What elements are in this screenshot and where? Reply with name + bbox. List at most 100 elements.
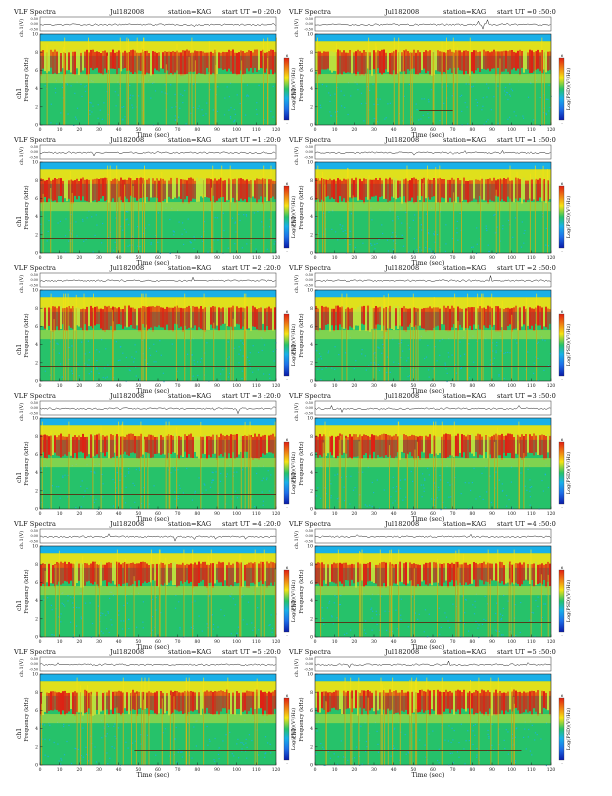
- sferic-core: [451, 436, 453, 509]
- noise-speck: [241, 370, 243, 372]
- noise-speck: [258, 629, 260, 631]
- noise-speck: [83, 496, 85, 498]
- colorbar-tick-label: -: [286, 761, 288, 766]
- sferic-streak: [256, 678, 258, 765]
- noise-speck: [453, 730, 455, 732]
- sferic-core: [375, 52, 376, 126]
- intense-strip: [268, 691, 270, 715]
- sferic-streak: [116, 165, 118, 253]
- noise-speck: [368, 732, 370, 734]
- sferic-streak: [509, 165, 511, 253]
- intense-strip: [210, 436, 212, 458]
- trace-frame: [314, 528, 552, 544]
- noise-speck: [209, 595, 211, 597]
- noise-speck: [424, 609, 427, 611]
- intense-strip: [240, 178, 242, 199]
- noise-speck: [384, 610, 386, 612]
- noise-speck: [220, 472, 222, 475]
- noise-speck: [268, 373, 270, 375]
- intense-strip: [128, 563, 130, 587]
- mid-strip: [459, 435, 461, 453]
- noise-speck: [374, 248, 376, 250]
- sferic-core: [58, 564, 60, 637]
- intense-strip: [425, 562, 427, 585]
- noise-speck: [64, 605, 66, 607]
- mid-strip: [523, 177, 525, 200]
- noise-speck: [464, 612, 466, 614]
- intense-strip: [88, 692, 90, 709]
- intense-strip: [238, 562, 240, 583]
- colorbar-tick-label: -: [561, 377, 563, 382]
- sferic-core: [136, 52, 138, 126]
- mid-band: [315, 714, 551, 724]
- upper-band: [40, 418, 276, 426]
- noise-speck: [319, 497, 322, 499]
- noise-speck: [92, 105, 94, 107]
- intense-strip: [523, 306, 525, 325]
- sferic-streak: [422, 183, 424, 253]
- mid-strip: [315, 691, 317, 708]
- noise-speck: [464, 763, 466, 765]
- intense-strip: [379, 435, 381, 457]
- noise-speck: [472, 743, 474, 746]
- intense-strip: [140, 561, 142, 586]
- intense-strip: [415, 178, 417, 203]
- noise-speck: [477, 627, 479, 629]
- sferic-streak: [501, 300, 503, 381]
- intense-strip: [473, 50, 475, 74]
- noise-speck: [400, 618, 402, 620]
- mid-band: [40, 458, 276, 468]
- sferic-core: [144, 180, 145, 253]
- intense-strip: [222, 562, 224, 586]
- x-tick-label: 40: [391, 511, 397, 517]
- sferic-streak: [161, 698, 163, 765]
- sferic-streak: [64, 37, 66, 125]
- noise-speck: [267, 742, 269, 744]
- noise-speck: [99, 109, 101, 111]
- intense-strip: [405, 178, 407, 204]
- mid-strip: [377, 692, 379, 711]
- noise-speck: [326, 607, 328, 609]
- intense-strip: [120, 436, 122, 455]
- noise-speck: [542, 490, 544, 492]
- noise-speck: [114, 91, 116, 93]
- noise-speck: [467, 123, 469, 125]
- noise-speck: [214, 217, 216, 219]
- intense-strip: [483, 49, 485, 69]
- noise-speck: [96, 349, 98, 351]
- intense-strip: [491, 180, 493, 201]
- noise-speck: [458, 742, 460, 744]
- sferic-core: [203, 308, 205, 381]
- noise-speck: [107, 364, 109, 366]
- intense-strip: [347, 690, 349, 709]
- sferic-streak: [390, 549, 392, 637]
- intense-strip: [403, 692, 405, 712]
- noise-speck: [223, 615, 225, 617]
- intense-strip: [333, 308, 335, 332]
- intense-strip: [489, 306, 491, 325]
- intense-strip: [355, 177, 357, 198]
- intense-strip: [501, 179, 503, 200]
- sferic-streak: [375, 324, 377, 381]
- sferic-core: [244, 308, 245, 381]
- waveform-trace: [39, 276, 276, 282]
- sferic-streak: [453, 42, 455, 125]
- y-tick-label: 4: [35, 214, 38, 220]
- intense-strip: [319, 562, 321, 586]
- noise-speck: [486, 229, 488, 232]
- noise-speck: [511, 635, 513, 638]
- sferic-core: [145, 308, 147, 381]
- noise-speck: [139, 379, 141, 381]
- colorbar-label: Log(PSD)(V²/Hz): [565, 452, 572, 494]
- intense-strip: [134, 563, 136, 582]
- waveform-trace: [39, 151, 276, 157]
- noise-speck: [355, 746, 358, 748]
- panel-start-ut-label: start UT =4 :50:0: [497, 520, 556, 528]
- noise-speck: [392, 232, 394, 234]
- noise-speck: [328, 602, 330, 604]
- intense-strip: [60, 53, 62, 72]
- noise-speck: [486, 491, 488, 493]
- noise-speck: [373, 492, 375, 494]
- sferic-core: [412, 308, 414, 381]
- noise-speck: [192, 375, 194, 377]
